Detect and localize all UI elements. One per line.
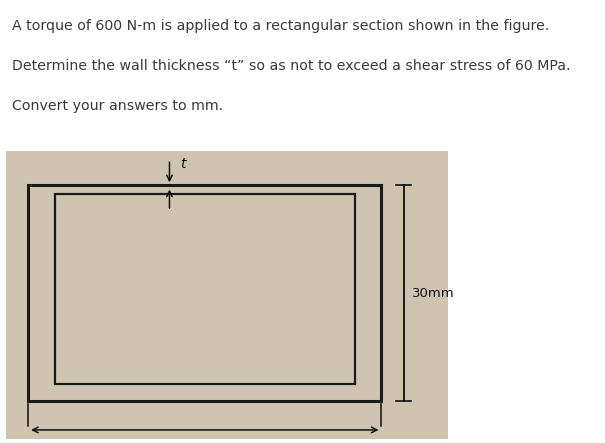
Bar	[28, 185, 381, 401]
Text: Convert your answers to mm.: Convert your answers to mm.	[12, 99, 223, 113]
Text: 30mm: 30mm	[413, 287, 455, 299]
Text: A torque of 600 N-m is applied to a rectangular section shown in the figure.: A torque of 600 N-m is applied to a rect…	[12, 19, 549, 34]
Text: Determine the wall thickness “t” so as not to exceed a shear stress of 60 MPa.: Determine the wall thickness “t” so as n…	[12, 59, 571, 74]
Bar	[54, 194, 355, 384]
Text: t: t	[180, 156, 186, 171]
